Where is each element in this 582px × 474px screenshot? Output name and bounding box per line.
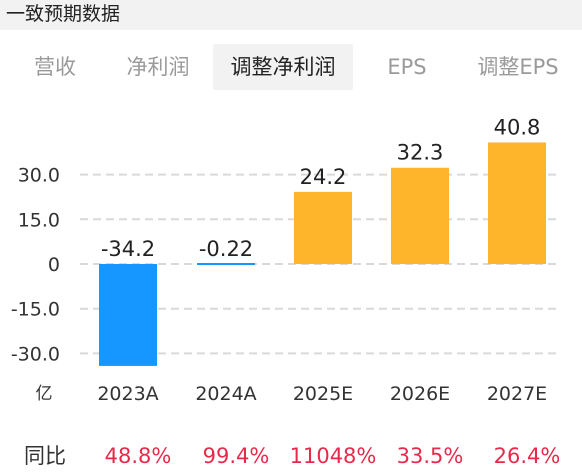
bar-2026E — [391, 167, 449, 264]
bar-2025E — [294, 191, 352, 264]
x-tick-label: 2025E — [293, 383, 353, 405]
data-label: 32.3 — [397, 141, 444, 165]
yoy-value: 33.5% — [396, 444, 464, 468]
bar-2024A — [197, 263, 255, 265]
bar-chart: 30.0 15.0 0 -15.0 -30.0 -34.2 2023A -0.22 2024A 2… — [11, 115, 560, 405]
bar-2023A — [99, 264, 157, 366]
header-bar: 一致预期数据 — [0, 0, 582, 30]
x-tick-label: 2026E — [390, 383, 450, 405]
tab-eps[interactable]: EPS — [387, 55, 427, 79]
y-tick-label: 0 — [48, 254, 60, 276]
yoy-value: 11048% — [289, 444, 377, 468]
data-label: 24.2 — [300, 165, 347, 189]
tab-net-profit[interactable]: 净利润 — [126, 55, 190, 79]
y-tick-label: -15.0 — [11, 299, 60, 321]
data-label: 40.8 — [494, 115, 541, 139]
page-title: 一致预期数据 — [6, 3, 121, 25]
tab-adjusted-eps[interactable]: 调整EPS — [477, 55, 559, 79]
yoy-value: 26.4% — [493, 444, 561, 468]
yoy-value: 48.8% — [104, 444, 172, 468]
y-tick-label: 15.0 — [18, 209, 60, 231]
x-tick-label: 2024A — [195, 383, 256, 405]
data-label: -0.22 — [199, 237, 253, 261]
y-tick-label: 30.0 — [18, 165, 60, 187]
yoy-label: 同比 — [24, 444, 66, 468]
x-tick-label: 2027E — [487, 383, 547, 405]
metric-tabs: 营收 净利润 调整净利润 EPS 调整EPS — [0, 44, 582, 90]
x-tick-label: 2023A — [97, 383, 158, 405]
y-tick-label: -30.0 — [11, 343, 60, 365]
yoy-value: 99.4% — [202, 444, 270, 468]
bar-2027E — [488, 142, 546, 264]
tab-revenue[interactable]: 营收 — [34, 55, 76, 79]
tab-adjusted-net-profit[interactable]: 调整净利润 — [213, 44, 353, 90]
unit-label: 亿 — [36, 384, 53, 404]
data-label: -34.2 — [101, 237, 155, 261]
